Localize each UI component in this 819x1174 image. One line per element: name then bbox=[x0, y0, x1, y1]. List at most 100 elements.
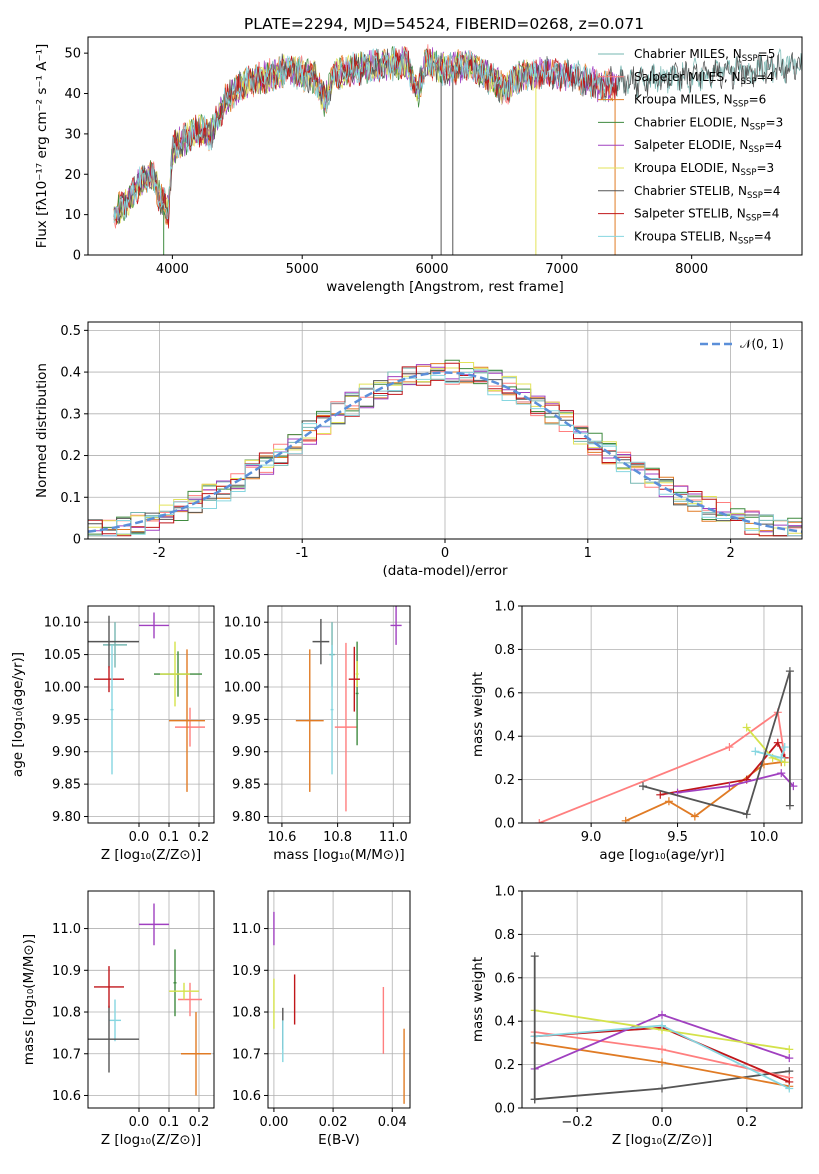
y-tick-label: 11.0 bbox=[232, 922, 261, 937]
x-tick-label: 2 bbox=[726, 546, 734, 561]
legend-subscript: SSP bbox=[741, 77, 757, 87]
legend-count: =4 bbox=[756, 70, 774, 84]
mass-weight-marker bbox=[535, 819, 544, 823]
x-axis-label: age [log₁₀(age/yr)] bbox=[599, 847, 724, 863]
x-axis-label: mass [log₁₀(M/M⊙)] bbox=[273, 847, 404, 863]
mass-weight-marker bbox=[780, 743, 789, 752]
legend-count: =4 bbox=[754, 229, 772, 243]
x-tick-label: 10.8 bbox=[323, 830, 352, 845]
y-tick-label: 0.2 bbox=[494, 773, 515, 788]
legend-entry: Chabrier STELIB, NSSP=4 bbox=[634, 184, 781, 201]
legend-model-label: Salpeter ELODIE, N bbox=[634, 138, 748, 152]
x-tick-label: 11.0 bbox=[379, 830, 408, 845]
legend-subscript: SSP bbox=[741, 168, 757, 178]
spectrum-title: PLATE=2294, MJD=54524, FIBERID=0268, z=0… bbox=[244, 15, 644, 33]
legend-entry: Kroupa ELODIE, NSSP=3 bbox=[634, 161, 774, 178]
y-tick-label: 10.8 bbox=[52, 1006, 81, 1021]
plot-area bbox=[273, 911, 405, 1104]
y-tick-label: 9.80 bbox=[52, 810, 81, 825]
plot-area bbox=[295, 606, 402, 812]
legend-entry: Salpeter STELIB, NSSP=4 bbox=[634, 207, 779, 224]
spectrum-model-line bbox=[113, 48, 802, 224]
axes-frame bbox=[87, 605, 215, 824]
y-axis-label: mass [log₁₀(M/M⊙)] bbox=[21, 934, 37, 1065]
mass-weight-marker bbox=[658, 1021, 666, 1030]
x-tick-label: 9.5 bbox=[667, 830, 688, 845]
y-tick-label: 10.7 bbox=[232, 1047, 261, 1062]
x-tick-label: 7000 bbox=[545, 262, 578, 277]
x-tick-label: 0.0 bbox=[652, 1115, 673, 1130]
mass-weight-marker bbox=[530, 1095, 539, 1104]
legend-model-label: Kroupa MILES, N bbox=[634, 93, 733, 107]
y-tick-label: 0.4 bbox=[60, 366, 81, 381]
y-tick-label: 10.6 bbox=[232, 1089, 261, 1104]
y-tick-label: 9.85 bbox=[232, 778, 261, 793]
legend-subscript: SSP bbox=[750, 122, 766, 132]
y-tick-label: 0.6 bbox=[494, 971, 515, 986]
x-tick-label: 10.6 bbox=[267, 830, 296, 845]
x-tick-label: 1 bbox=[584, 546, 592, 561]
y-tick-label: 10.9 bbox=[52, 964, 81, 979]
mass-weight-marker bbox=[742, 810, 751, 819]
y-tick-label: 0.4 bbox=[494, 1015, 515, 1030]
y-tick-label: 30 bbox=[64, 127, 81, 142]
mass-weight-line bbox=[642, 670, 791, 816]
y-axis-label: age [log₁₀(age/yr)] bbox=[10, 652, 26, 777]
y-tick-label: 10.10 bbox=[224, 616, 261, 631]
x-tick-label: 5000 bbox=[286, 262, 319, 277]
y-axis-label: Normed distribution bbox=[34, 363, 50, 498]
y-tick-label: 0.2 bbox=[60, 449, 81, 464]
y-tick-label: 50 bbox=[64, 47, 81, 62]
y-tick-label: 9.95 bbox=[232, 713, 261, 728]
normal-curve bbox=[88, 371, 802, 533]
age-vs-mass-plot: 10.6 10.8 11.0 9.80 9.85 9.90 9.95 10.00 10.05 10… bbox=[224, 605, 411, 863]
y-tick-label: 1.0 bbox=[494, 885, 515, 900]
legend-model-label: Kroupa STELIB, N bbox=[634, 229, 738, 243]
legend-model-label: Salpeter MILES, N bbox=[634, 70, 741, 84]
mass-weight-marker bbox=[621, 816, 630, 823]
mass-weight-marker bbox=[638, 782, 647, 791]
y-tick-label: 1.0 bbox=[494, 600, 515, 615]
mass-weight-vs-age-plot: 9.0 9.5 10.0 0.0 0.2 0.4 0.6 0.8 1.0 age [log₁₀(a… bbox=[470, 600, 803, 863]
y-tick-label: 0.5 bbox=[60, 324, 81, 339]
y-tick-label: 0.3 bbox=[60, 407, 81, 422]
mass-weight-marker bbox=[751, 747, 760, 756]
mass-weight-marker bbox=[780, 758, 789, 767]
x-tick-label: 6000 bbox=[415, 262, 448, 277]
legend-subscript: SSP bbox=[742, 54, 758, 64]
mass-weight-marker bbox=[785, 1054, 794, 1063]
legend-count: =5 bbox=[758, 47, 776, 61]
legend-model-label: Chabrier ELODIE, N bbox=[634, 115, 750, 129]
y-tick-label: 9.90 bbox=[52, 745, 81, 760]
y-tick-label: 0.0 bbox=[494, 1102, 515, 1117]
mass-weight-marker bbox=[658, 1058, 666, 1067]
y-tick-label: 0 bbox=[73, 533, 81, 548]
y-tick-label: 0.0 bbox=[494, 817, 515, 832]
x-tick-label: 0.00 bbox=[259, 1115, 288, 1130]
legend-entry: Kroupa MILES, NSSP=6 bbox=[634, 93, 766, 110]
y-tick-label: 0.6 bbox=[494, 686, 515, 701]
x-tick-label: −0.2 bbox=[561, 1115, 593, 1130]
x-tick-label: 4000 bbox=[156, 262, 189, 277]
mass-weight-marker bbox=[785, 1084, 794, 1093]
mass-weight-vs-metallicity-plot: −0.2 0.0 0.2 0.0 0.2 0.4 0.6 0.8 1.0 Z [log₁₀(Z/Z… bbox=[470, 885, 803, 1148]
residual-histogram-steps bbox=[88, 369, 802, 537]
spectrum-plot: 4000 5000 6000 7000 8000 0 10 20 30 40 50 wavelengt… bbox=[34, 36, 803, 295]
residual-histogram: -2 -1 0 1 2 0 0.1 0.2 0.3 0.4 0.5 (data-model)/erro… bbox=[34, 321, 803, 579]
plot-area bbox=[113, 44, 802, 255]
x-tick-label: 0.02 bbox=[319, 1115, 348, 1130]
y-tick-label: 40 bbox=[64, 87, 81, 102]
mass-weight-marker bbox=[639, 797, 647, 805]
y-tick-label: 10.6 bbox=[52, 1089, 81, 1104]
y-tick-label: 0.4 bbox=[494, 730, 515, 745]
legend-subscript: SSP bbox=[746, 214, 762, 224]
axes-frame bbox=[267, 890, 411, 1109]
x-tick-label: 0.1 bbox=[159, 830, 180, 845]
x-tick-label: -2 bbox=[153, 546, 166, 561]
x-tick-label: 10.0 bbox=[749, 830, 778, 845]
mass-weight-marker bbox=[777, 753, 786, 762]
mass-weight-marker bbox=[658, 1084, 666, 1093]
y-tick-label: 10 bbox=[64, 208, 81, 223]
